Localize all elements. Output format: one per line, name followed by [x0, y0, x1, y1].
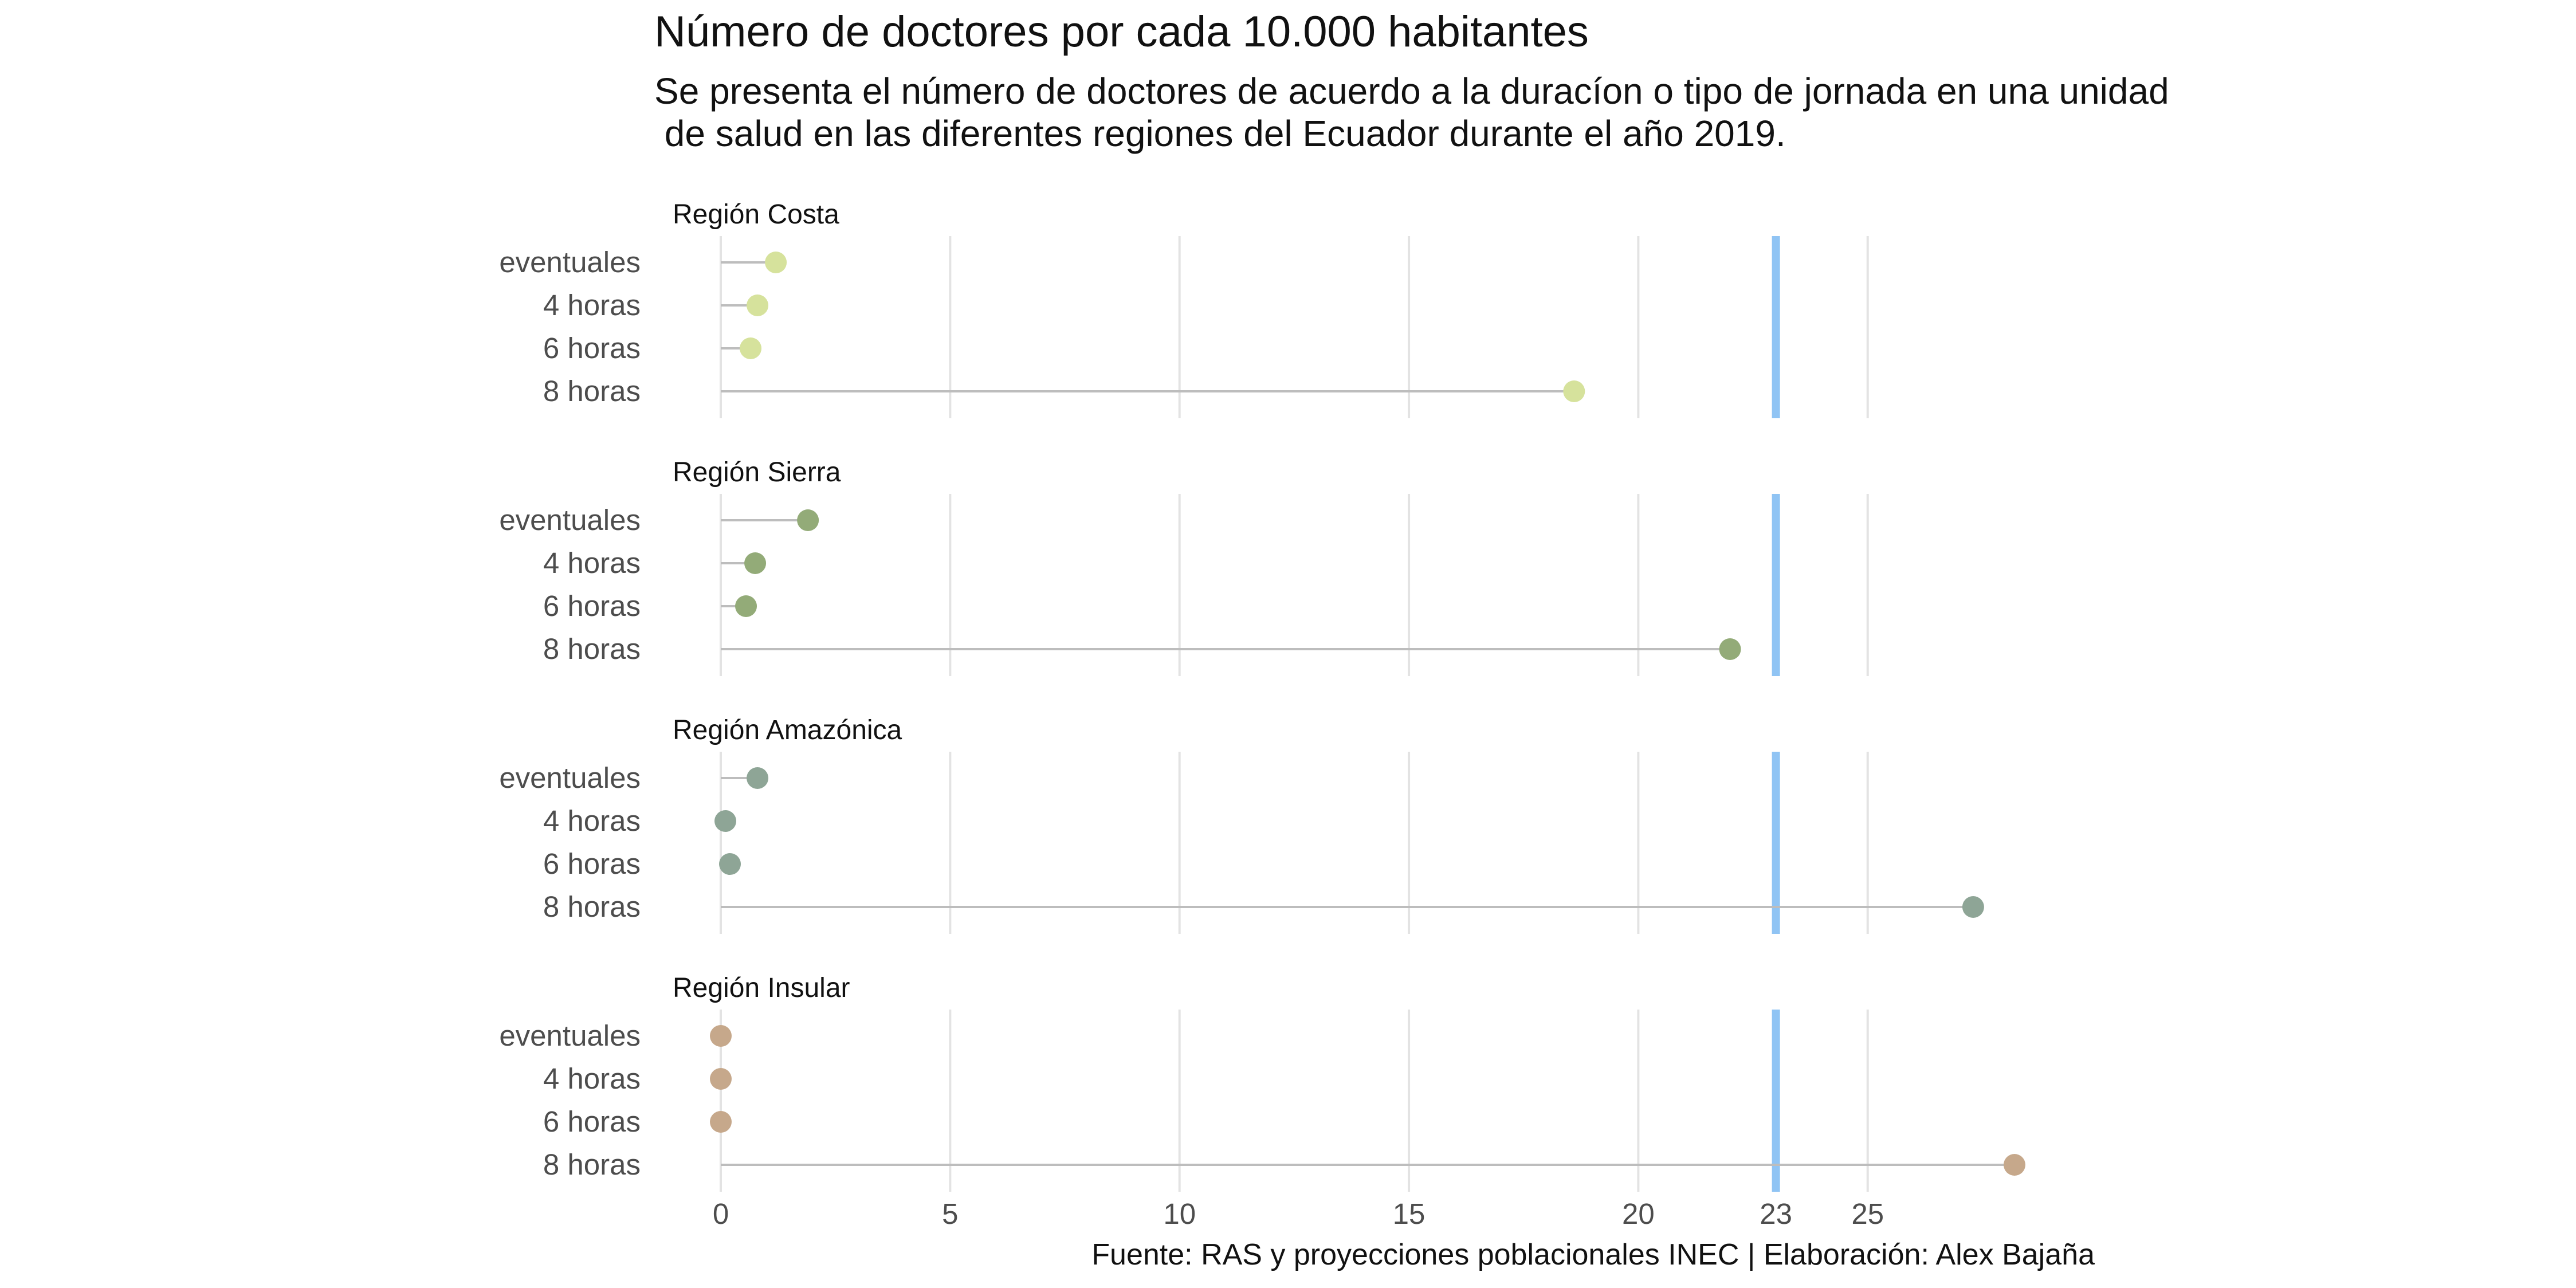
category-label: eventuales	[499, 1019, 641, 1052]
x-tick-label: 20	[1622, 1197, 1655, 1230]
data-point	[1719, 638, 1741, 660]
x-tick-label: 5	[942, 1197, 958, 1230]
x-tick-label: 15	[1393, 1197, 1426, 1230]
chart-subtitle: Se presenta el número de doctores de acu…	[654, 70, 2169, 154]
category-label: 4 horas	[543, 804, 641, 837]
category-label: 4 horas	[543, 289, 641, 321]
data-point	[710, 1068, 732, 1090]
data-point	[744, 552, 767, 574]
x-tick-label: 23	[1760, 1197, 1792, 1230]
data-point	[719, 853, 741, 875]
data-point	[735, 595, 757, 617]
data-point	[797, 509, 819, 531]
category-label: 8 horas	[543, 375, 641, 407]
category-label: eventuales	[499, 761, 641, 794]
data-point	[714, 810, 737, 832]
category-label: 4 horas	[543, 1062, 641, 1095]
data-point	[740, 337, 762, 359]
data-point	[747, 294, 769, 316]
data-point	[747, 767, 769, 789]
category-label: 8 horas	[543, 890, 641, 923]
category-label: 8 horas	[543, 633, 641, 665]
data-point	[710, 1025, 732, 1047]
panel-title: Región Sierra	[673, 457, 841, 488]
category-label: eventuales	[499, 246, 641, 278]
category-label: 4 horas	[543, 547, 641, 579]
panel-title: Región Costa	[673, 199, 839, 230]
category-label: 6 horas	[543, 332, 641, 364]
data-point	[1563, 380, 1585, 402]
category-label: 6 horas	[543, 1105, 641, 1138]
category-label: eventuales	[499, 504, 641, 536]
panel-title: Región Amazónica	[673, 715, 902, 745]
x-tick-label: 25	[1851, 1197, 1884, 1230]
category-label: 8 horas	[543, 1148, 641, 1181]
category-label: 6 horas	[543, 590, 641, 622]
data-point	[1962, 896, 1984, 918]
data-point	[710, 1111, 732, 1133]
chart-caption: Fuente: RAS y proyecciones poblacionales…	[1091, 1238, 2095, 1271]
x-tick-label: 0	[713, 1197, 729, 1230]
data-point	[2003, 1154, 2025, 1176]
category-label: 6 horas	[543, 847, 641, 880]
panel-title: Región Insular	[673, 973, 850, 1003]
chart-title: Número de doctores por cada 10.000 habit…	[654, 7, 1589, 56]
x-tick-label: 10	[1163, 1197, 1196, 1230]
data-point	[765, 252, 787, 273]
